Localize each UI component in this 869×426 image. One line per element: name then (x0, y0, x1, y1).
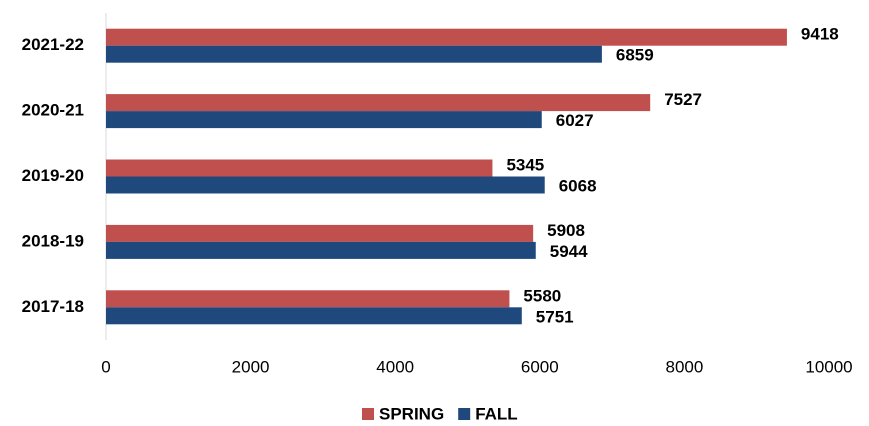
legend-swatch (458, 408, 471, 420)
bar (106, 28, 787, 46)
value-label: 6859 (616, 46, 654, 65)
y-tick-label: 2018-19 (22, 231, 84, 250)
x-tick-label: 6000 (521, 357, 559, 376)
value-label: 6068 (559, 176, 597, 195)
value-label: 5580 (523, 286, 561, 305)
value-label: 5944 (550, 242, 588, 261)
y-tick-label: 2017-18 (22, 297, 84, 316)
value-label: 6027 (556, 111, 594, 130)
legend-swatch (362, 408, 374, 420)
value-label: 5908 (547, 221, 585, 240)
bar (106, 111, 542, 129)
bar (106, 290, 510, 308)
value-label: 7527 (664, 90, 702, 109)
legend-label: FALL (475, 404, 518, 423)
value-label: 5751 (536, 307, 574, 326)
x-tick-label: 0 (101, 357, 110, 376)
legend-label: SPRING (379, 404, 444, 423)
bar (106, 224, 534, 242)
bar (106, 45, 602, 63)
y-tick-label: 2020-21 (22, 101, 84, 120)
value-label: 9418 (801, 25, 839, 44)
x-tick-label: 4000 (376, 357, 414, 376)
bar (106, 307, 522, 325)
bar (106, 176, 545, 194)
bar (106, 241, 536, 259)
x-tick-label: 10000 (805, 357, 852, 376)
x-tick-label: 8000 (665, 357, 703, 376)
value-label: 5345 (506, 155, 544, 174)
x-tick-label: 2000 (232, 357, 270, 376)
y-tick-label: 2021-22 (22, 35, 84, 54)
bar (106, 94, 651, 112)
y-tick-label: 2019-20 (22, 166, 84, 185)
bar (106, 159, 493, 177)
